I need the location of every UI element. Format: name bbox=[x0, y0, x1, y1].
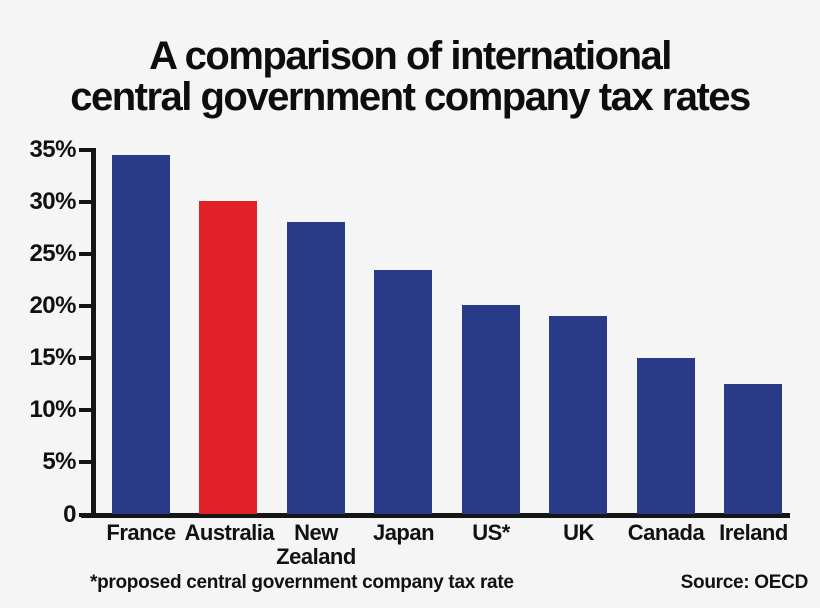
bar-ireland bbox=[724, 383, 783, 514]
chart-title-line2: central government company tax rates bbox=[70, 74, 751, 119]
y-tick-label: 30% bbox=[29, 188, 76, 216]
x-category-label: France bbox=[106, 520, 176, 545]
x-category-label: US* bbox=[472, 520, 510, 545]
x-axis-labels: France Australia New Zealand Japan US* UK Cana… bbox=[97, 520, 797, 573]
bar-us bbox=[461, 305, 520, 514]
bar-new-zealand bbox=[286, 222, 345, 514]
footnote: *proposed central government company tax… bbox=[90, 572, 514, 593]
y-tick-label: 35% bbox=[29, 136, 76, 163]
x-category-label: Canada bbox=[627, 520, 705, 545]
x-category-label: UK bbox=[563, 520, 594, 545]
y-tick-label: 20% bbox=[29, 292, 76, 320]
x-category-label: New Zealand bbox=[276, 520, 356, 570]
bar-uk bbox=[549, 315, 608, 514]
x-category-label: Japan bbox=[372, 520, 435, 545]
y-tick-mark bbox=[79, 512, 92, 517]
bar-australia bbox=[199, 201, 258, 514]
y-tick-mark bbox=[79, 200, 92, 205]
y-tick-mark bbox=[79, 304, 92, 309]
y-tick-label: 10% bbox=[29, 396, 76, 424]
bar-canada bbox=[636, 357, 695, 514]
y-tick-mark bbox=[79, 252, 92, 257]
chart-title-line1: A comparison of international bbox=[149, 34, 672, 78]
y-tick-mark bbox=[79, 460, 92, 465]
x-category-label: Australia bbox=[184, 520, 275, 545]
x-axis-line bbox=[81, 513, 790, 518]
chart-title: A comparison of international central go… bbox=[0, 36, 820, 118]
y-tick-label: 15% bbox=[29, 344, 76, 372]
y-tick-mark bbox=[79, 148, 92, 152]
y-axis-line bbox=[91, 148, 96, 514]
source-label: Source: OECD bbox=[680, 572, 809, 593]
y-tick-mark bbox=[79, 356, 92, 361]
bar-japan bbox=[374, 269, 433, 514]
plot-area bbox=[97, 149, 797, 514]
y-tick-mark bbox=[79, 408, 92, 413]
bar-france bbox=[111, 155, 170, 514]
y-tick-label: 0 bbox=[63, 500, 76, 528]
y-tick-label: 25% bbox=[29, 240, 76, 268]
y-tick-label: 5% bbox=[42, 448, 76, 476]
x-category-label: Ireland bbox=[719, 520, 788, 545]
